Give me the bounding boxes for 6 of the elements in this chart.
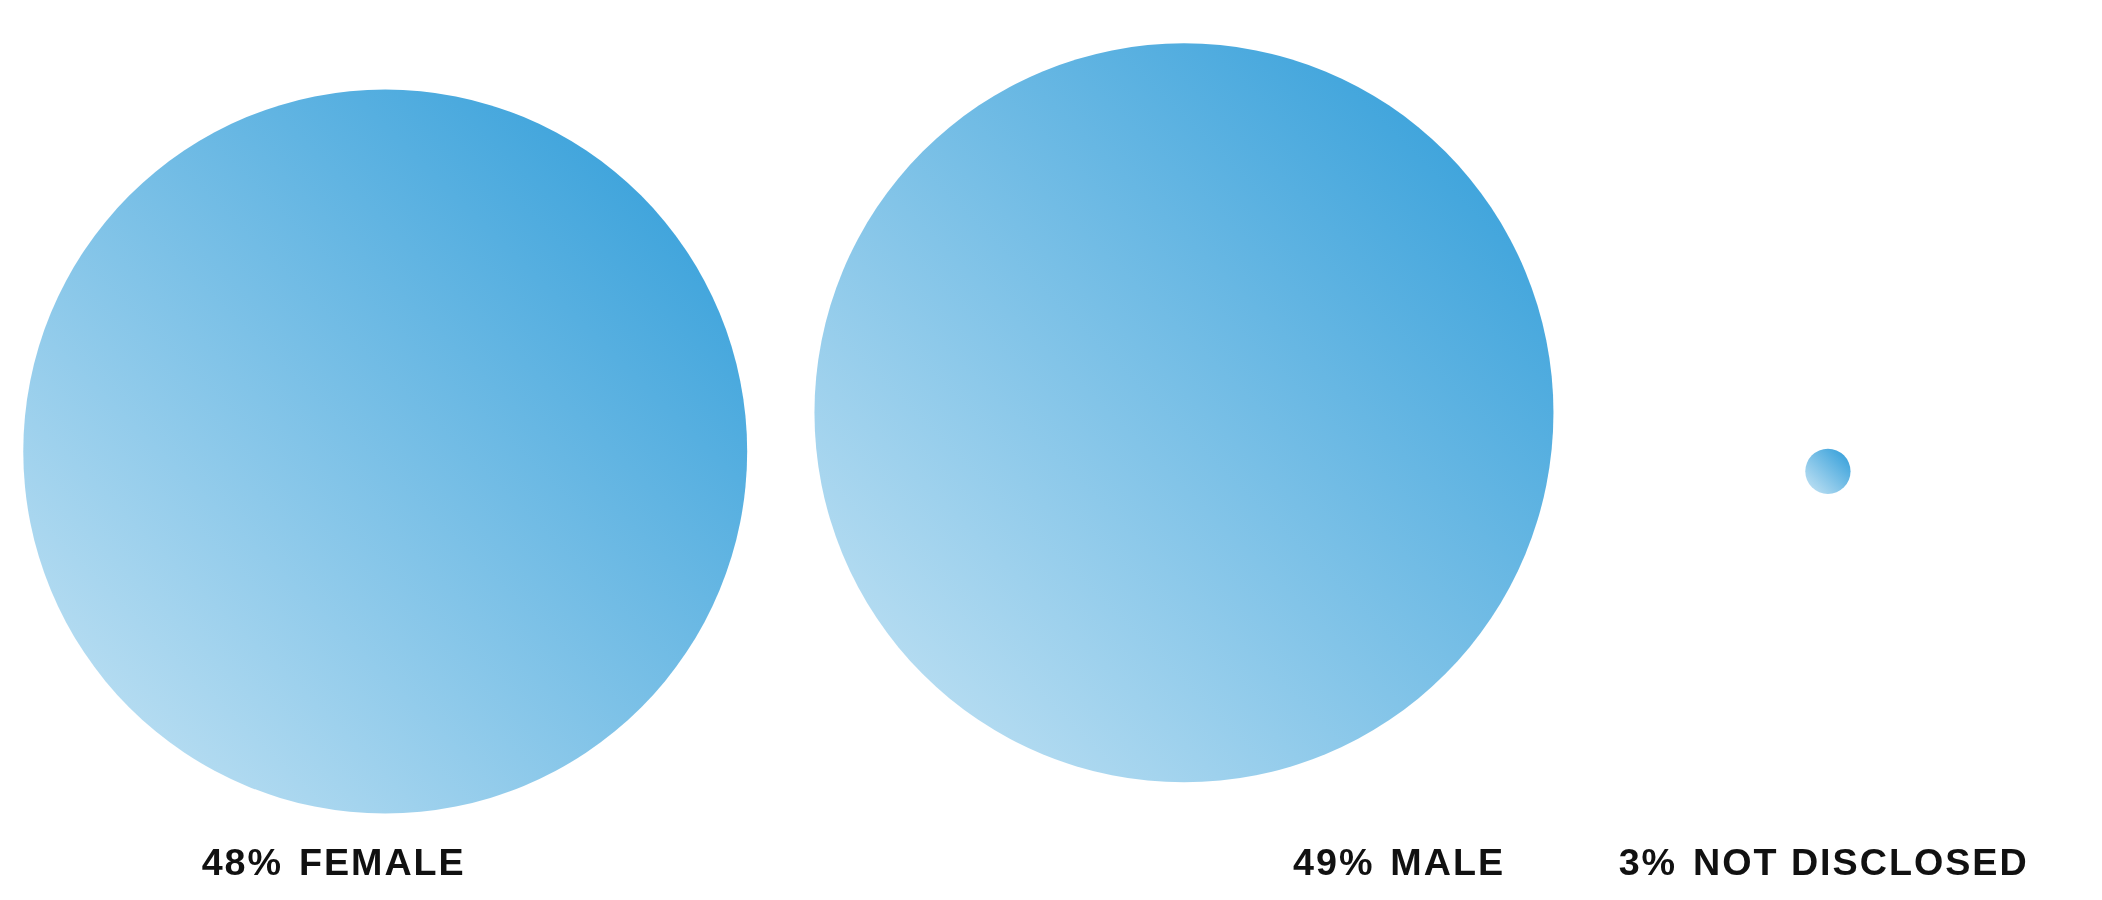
data-label: 3%	[1618, 841, 1678, 884]
category-label: MALE	[1390, 841, 1506, 884]
category-label: NOT DISCLOSED	[1692, 841, 2029, 884]
data-label: 48%	[201, 841, 284, 884]
category-label: FEMALE	[298, 841, 466, 884]
data-label: 49%	[1293, 841, 1375, 884]
